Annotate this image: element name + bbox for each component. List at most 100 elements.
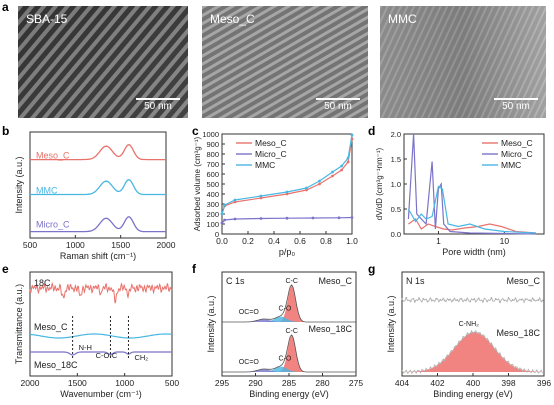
x-tick-label: 1000 [66, 240, 85, 250]
x-axis-label: Binding energy (eV) [433, 389, 513, 399]
data-point [233, 198, 237, 202]
data-point [318, 182, 321, 186]
series-line [30, 179, 166, 196]
peak-fill [248, 316, 316, 322]
y-tick-label: 0.5 [391, 205, 401, 214]
scale-bar: 50 nm [136, 98, 180, 112]
y-tick-label: 0 [215, 230, 219, 239]
data-point [401, 298, 403, 300]
panel-letter-b: b [2, 124, 10, 138]
data-point [482, 300, 484, 303]
y-axis-label: Intensity (a.u.) [386, 295, 396, 352]
x-axis-label: Pore width (nm) [442, 247, 506, 257]
series-line [222, 334, 356, 373]
data-point [331, 170, 334, 174]
data-point [456, 298, 459, 301]
y-tick-label: 500 [206, 180, 219, 189]
data-point [413, 300, 416, 303]
tem-image-mmc: MMC 50 nm [380, 6, 546, 118]
data-point [331, 174, 334, 178]
y-tick-label: 200 [206, 210, 219, 219]
axes-frame [29, 131, 167, 239]
series-label: Meso_C [36, 151, 70, 161]
peak-fill [248, 319, 316, 322]
data-point [465, 299, 467, 302]
y-axis-label: Intensity (a.u.) [14, 156, 24, 213]
x-tick-label: 2000 [157, 240, 176, 250]
series-label: Meso_18C [308, 324, 352, 334]
peak-fill [248, 286, 316, 322]
data-point [503, 299, 506, 302]
series-line [221, 216, 353, 224]
tem-label: MMC [388, 12, 417, 26]
annotation-label: N-H [79, 343, 92, 352]
x-tick-label: 0.2 [242, 236, 254, 246]
peak-label: C-C [285, 278, 297, 285]
panel-letter-d: d [368, 124, 376, 138]
data-point [533, 299, 535, 301]
panel-letter-c: c [192, 124, 199, 138]
panel-letter-a: a [2, 0, 9, 14]
y-tick-label: 300 [206, 200, 219, 209]
data-point [460, 298, 463, 300]
y-axis-label: Adsorbed volume (cm³g⁻¹) [193, 136, 202, 231]
series-line [407, 185, 536, 234]
data-point [259, 196, 263, 200]
series-line [221, 134, 353, 215]
data-point [469, 300, 472, 303]
tem-label: Meso_C [210, 12, 255, 26]
x-tick-label: 295 [215, 378, 229, 388]
series-label: Micro_C [36, 219, 70, 229]
data-point [311, 216, 315, 220]
y-tick-label: 2.0 [391, 130, 401, 139]
legend-label: Micro_C [255, 149, 287, 159]
data-point [435, 297, 437, 300]
series-label: 18C [34, 278, 51, 288]
data-point [305, 186, 308, 190]
data-point [220, 212, 224, 216]
annotation-label: CH₂ [134, 353, 148, 362]
data-point [233, 200, 237, 204]
peak-label: OC=O [239, 359, 260, 366]
series-label: Meso_C [318, 276, 352, 286]
x-tick-label: 290 [248, 378, 262, 388]
x-tick-label: 2000 [21, 378, 40, 388]
y-tick-label: 1000 [202, 130, 219, 139]
x-tick-label: 275 [349, 378, 363, 388]
chart-title: N 1s [406, 276, 425, 286]
data-point [318, 179, 321, 183]
y-axis-label: Intensity (a.u.) [206, 295, 216, 352]
chart-title: C 1s [226, 276, 245, 286]
data-point [220, 221, 224, 225]
tem-image-sba15: SBA-15 50 nm [18, 6, 188, 118]
x-tick-label: 404 [395, 378, 409, 388]
x-tick-label: 0.0 [216, 236, 228, 246]
legend-label: MMC [501, 160, 521, 170]
panel-letter-e: e [2, 262, 9, 276]
peak-label: C-O [279, 355, 292, 362]
data-point [520, 298, 523, 301]
data-point [285, 190, 289, 194]
x-tick-label: 1000 [115, 378, 134, 388]
series-line [401, 329, 543, 375]
panel-letter-g: g [368, 262, 376, 276]
x-tick-label: 1500 [68, 378, 87, 388]
data-point [507, 297, 510, 299]
legend-label: Micro_C [501, 149, 533, 159]
legend-label: Meso_C [255, 138, 287, 148]
y-tick-label: 400 [206, 190, 219, 199]
data-point [499, 301, 501, 304]
series-label: Meso_C [506, 276, 540, 286]
data-point [422, 297, 425, 300]
series-line [29, 281, 173, 304]
data-point [223, 218, 227, 222]
x-tick-label: 0.6 [294, 236, 306, 246]
series-line [30, 216, 166, 233]
axes-frame [29, 271, 173, 377]
data-point [409, 300, 412, 303]
tem-label: SBA-15 [26, 12, 68, 26]
tem-image-meso-c: Meso_C 50 nm [202, 6, 368, 118]
y-tick-label: 0.0 [391, 230, 401, 239]
